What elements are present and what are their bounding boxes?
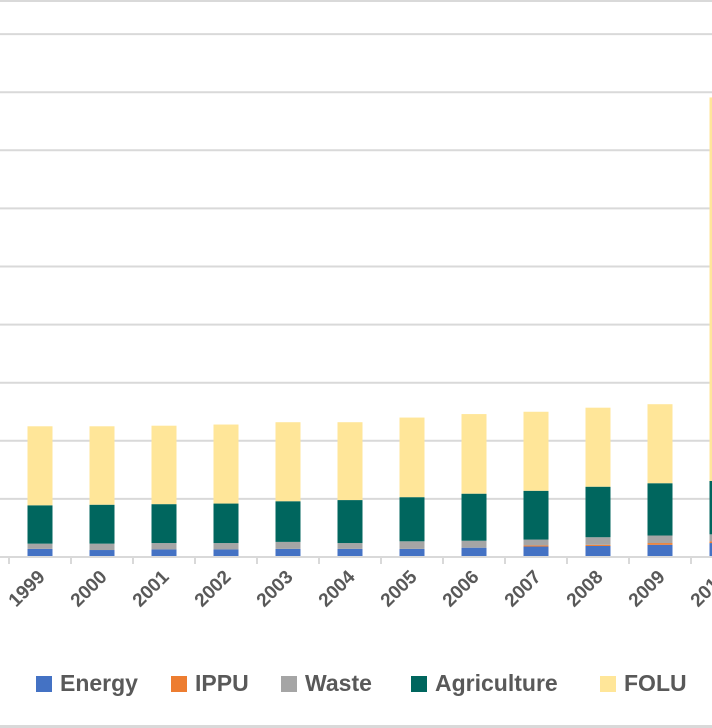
bar-agriculture-2010 bbox=[709, 480, 712, 535]
bars bbox=[27, 97, 712, 557]
bar-waste-2007 bbox=[523, 539, 549, 546]
bar-energy-2009 bbox=[647, 544, 673, 557]
bar-agriculture-2001 bbox=[151, 504, 177, 544]
bar-energy-2008 bbox=[585, 545, 611, 557]
bar-agriculture-2007 bbox=[523, 490, 549, 540]
x-tick-label: 2000 bbox=[67, 567, 112, 612]
bar-agriculture-2008 bbox=[585, 486, 611, 538]
bar-agriculture-2006 bbox=[461, 493, 487, 541]
bar-energy-2006 bbox=[461, 547, 487, 557]
bar-folu-2004 bbox=[337, 422, 363, 501]
bar-folu-2009 bbox=[647, 404, 673, 484]
bar-waste-2008 bbox=[585, 537, 611, 545]
bar-waste-2009 bbox=[647, 535, 673, 544]
bar-waste-2003 bbox=[275, 541, 301, 549]
bar-agriculture-2004 bbox=[337, 500, 363, 544]
legend-swatch-ippu bbox=[171, 675, 187, 692]
bar-agriculture-2009 bbox=[647, 483, 673, 536]
x-tick-label: 2005 bbox=[377, 566, 422, 611]
legend-item-ippu: IPPU bbox=[171, 670, 249, 697]
x-tick-label: 2004 bbox=[315, 566, 360, 611]
bar-folu-2007 bbox=[523, 411, 549, 491]
legend-item-energy: Energy bbox=[36, 670, 138, 697]
bar-energy-2001 bbox=[151, 549, 177, 557]
legend-label-energy: Energy bbox=[60, 670, 138, 696]
bar-waste-2005 bbox=[399, 541, 425, 549]
legend-swatch-agriculture bbox=[411, 675, 427, 692]
bar-agriculture-2005 bbox=[399, 497, 425, 542]
bar-energy-2004 bbox=[337, 548, 363, 557]
bar-energy-2003 bbox=[275, 548, 301, 557]
bar-ippu-2007 bbox=[523, 545, 549, 547]
legend-item-folu: FOLU bbox=[600, 670, 687, 697]
bar-energy-1999 bbox=[27, 548, 53, 557]
legend-label-agriculture: Agriculture bbox=[435, 670, 558, 696]
bar-energy-2005 bbox=[399, 548, 425, 557]
bar-waste-2004 bbox=[337, 543, 363, 549]
x-tick-label: 2002 bbox=[191, 567, 236, 612]
bar-ippu-2008 bbox=[585, 544, 611, 546]
legend-swatch-energy bbox=[36, 675, 52, 692]
bar-energy-2002 bbox=[213, 549, 239, 557]
legend: Energy IPPU Waste Agriculture FOLU bbox=[0, 670, 712, 700]
bar-waste-2002 bbox=[213, 543, 239, 550]
legend-swatch-folu bbox=[600, 675, 616, 692]
bar-folu-2008 bbox=[585, 407, 611, 487]
legend-item-agriculture: Agriculture bbox=[411, 670, 558, 697]
x-tick-label: 2009 bbox=[625, 567, 670, 612]
bar-ippu-2010 bbox=[709, 541, 712, 544]
bar-folu-2003 bbox=[275, 422, 301, 502]
bar-waste-1999 bbox=[27, 543, 53, 549]
bar-ippu-2009 bbox=[647, 543, 673, 545]
x-tick-label: 2007 bbox=[501, 567, 546, 612]
bar-agriculture-2000 bbox=[89, 504, 115, 544]
x-tick-label: 1999 bbox=[5, 567, 50, 612]
legend-label-folu: FOLU bbox=[624, 670, 687, 696]
x-tick-labels: 1999 2000 2001 2002 2003 2004 2005 2006 2007 2008… bbox=[5, 566, 712, 611]
x-tick-label: 2006 bbox=[439, 567, 484, 612]
bar-energy-2007 bbox=[523, 546, 549, 557]
bar-waste-2010 bbox=[709, 534, 712, 542]
x-tick-label: 2003 bbox=[253, 567, 298, 612]
x-axis bbox=[0, 556, 712, 564]
chart-border bbox=[0, 725, 712, 728]
legend-label-ippu: IPPU bbox=[195, 670, 249, 696]
bar-waste-2001 bbox=[151, 543, 177, 550]
x-tick-label: 2008 bbox=[563, 567, 608, 612]
bar-folu-2001 bbox=[151, 425, 177, 505]
legend-item-waste: Waste bbox=[281, 670, 372, 697]
x-tick-label: 2001 bbox=[129, 566, 174, 611]
bar-agriculture-2003 bbox=[275, 501, 301, 542]
bar-energy-2010 bbox=[709, 543, 712, 557]
bar-waste-2006 bbox=[461, 540, 487, 548]
bar-folu-1999 bbox=[27, 426, 53, 506]
bar-folu-2000 bbox=[89, 426, 115, 505]
bar-folu-2002 bbox=[213, 424, 239, 504]
bar-agriculture-2002 bbox=[213, 503, 239, 544]
bar-folu-2010 bbox=[709, 97, 712, 481]
bar-folu-2005 bbox=[399, 417, 425, 498]
gridlines bbox=[0, 0, 712, 500]
bar-agriculture-1999 bbox=[27, 505, 53, 544]
bar-waste-2000 bbox=[89, 543, 115, 551]
legend-label-waste: Waste bbox=[305, 670, 372, 696]
x-tick-label: 2010 bbox=[687, 567, 712, 612]
bar-folu-2006 bbox=[461, 414, 487, 494]
bar-energy-2000 bbox=[89, 550, 115, 557]
legend-swatch-waste bbox=[281, 675, 297, 692]
